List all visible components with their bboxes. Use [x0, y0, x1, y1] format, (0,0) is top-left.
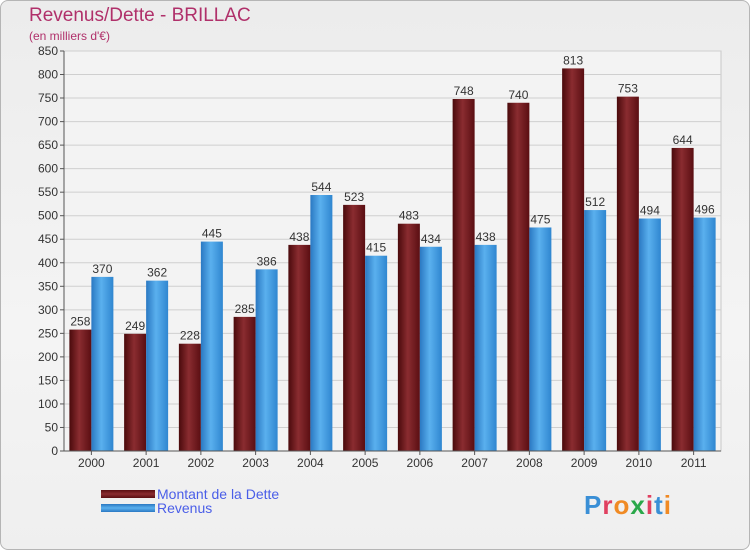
data-label: 258	[70, 315, 90, 329]
data-label: 544	[311, 180, 331, 194]
logo-letter: r	[602, 490, 614, 520]
plot-area	[63, 50, 722, 452]
y-tick-label: 150	[38, 373, 58, 387]
data-label: 813	[563, 53, 583, 67]
data-label: 228	[180, 329, 200, 343]
logo-letter: i	[663, 490, 672, 520]
bar-dette	[671, 147, 694, 452]
y-tick-label: 600	[38, 162, 58, 176]
bar-revenus	[693, 217, 716, 451]
y-tick-label: 200	[38, 350, 58, 364]
x-tick-label: 2007	[461, 456, 488, 470]
logo-letter: o	[613, 490, 631, 520]
data-label: 523	[344, 190, 364, 204]
bar-dette	[452, 99, 475, 451]
data-label: 362	[147, 266, 167, 280]
y-tick-label: 650	[38, 138, 58, 152]
data-label: 740	[508, 88, 528, 102]
data-label: 438	[476, 230, 496, 244]
legend-label-revenus: Revenus	[157, 500, 213, 516]
data-label: 415	[366, 241, 386, 255]
bar-revenus	[200, 241, 223, 451]
x-tick-label: 2010	[626, 456, 653, 470]
x-tick-label: 2003	[242, 456, 269, 470]
logo-letter: i	[645, 490, 655, 520]
bar-dette	[507, 102, 530, 451]
x-tick-label: 2009	[571, 456, 598, 470]
y-tick-label: 0	[51, 444, 58, 458]
y-tick-label: 800	[38, 68, 58, 82]
bar-revenus	[310, 195, 333, 451]
x-tick-label: 2008	[516, 456, 543, 470]
legend-item-revenus: Revenus	[101, 500, 279, 516]
bar-dette	[397, 223, 420, 451]
bar-revenus	[474, 244, 497, 451]
y-tick-label: 700	[38, 115, 58, 129]
y-tick-label: 300	[38, 303, 58, 317]
x-tick-label: 2011	[681, 456, 707, 470]
data-label: 434	[421, 232, 441, 246]
data-label: 753	[618, 82, 638, 96]
data-label: 386	[257, 254, 277, 268]
bar-dette	[288, 244, 311, 451]
bar-revenus	[419, 246, 442, 451]
chart-title: Revenus/Dette - BRILLAC	[29, 5, 251, 26]
bar-dette	[616, 96, 639, 451]
data-label: 475	[530, 212, 550, 226]
data-label: 512	[585, 195, 605, 209]
y-tick-label: 500	[38, 209, 58, 223]
legend-label-dette: Montant de la Dette	[157, 486, 280, 502]
bar-revenus	[638, 218, 661, 451]
y-tick-label: 850	[38, 44, 58, 58]
y-tick-label: 50	[45, 420, 59, 434]
bar-revenus	[146, 280, 169, 451]
data-label: 644	[673, 133, 693, 147]
legend: Montant de la Dette Revenus	[101, 486, 280, 516]
legend-item-dette: Montant de la Dette	[101, 486, 280, 502]
x-tick-label: 2001	[133, 456, 160, 470]
bar-revenus	[529, 227, 552, 451]
chart-subtitle: (en milliers d'€)	[29, 29, 110, 43]
data-label: 494	[640, 204, 660, 218]
bar-revenus	[584, 210, 607, 451]
data-label: 496	[695, 203, 715, 217]
bar-revenus	[365, 255, 388, 451]
bar-revenus	[91, 276, 114, 451]
bar-dette	[562, 68, 585, 451]
y-tick-label: 350	[38, 279, 58, 293]
x-tick-label: 2004	[297, 456, 324, 470]
data-label: 370	[92, 262, 112, 276]
y-tick-label: 450	[38, 232, 58, 246]
bar-dette	[69, 329, 92, 451]
data-label: 445	[202, 227, 222, 241]
bar-dette	[124, 333, 147, 451]
y-tick-label: 100	[38, 397, 58, 411]
legend-swatch-dette	[101, 490, 155, 498]
data-label: 483	[399, 209, 419, 223]
logo-letter: x	[630, 490, 646, 520]
x-tick-label: 2006	[407, 456, 434, 470]
bar-dette	[343, 204, 366, 451]
x-tick-label: 2002	[188, 456, 215, 470]
data-label: 285	[235, 302, 255, 316]
data-label: 249	[125, 319, 145, 333]
legend-swatch-revenus	[101, 504, 155, 512]
y-tick-label: 550	[38, 185, 58, 199]
x-tick-label: 2005	[352, 456, 379, 470]
x-tick-label: 2000	[78, 456, 105, 470]
y-tick-label: 250	[38, 326, 58, 340]
bar-dette	[178, 343, 201, 451]
y-tick-label: 400	[38, 256, 58, 270]
logo-letter: t	[654, 490, 664, 520]
logo-letter: P	[584, 490, 603, 520]
bar-revenus	[255, 269, 278, 451]
y-tick-label: 750	[38, 91, 58, 105]
data-label: 438	[289, 230, 309, 244]
proxiti-logo: Proxiti	[584, 490, 672, 521]
data-label: 748	[454, 84, 474, 98]
bar-dette	[233, 316, 256, 451]
